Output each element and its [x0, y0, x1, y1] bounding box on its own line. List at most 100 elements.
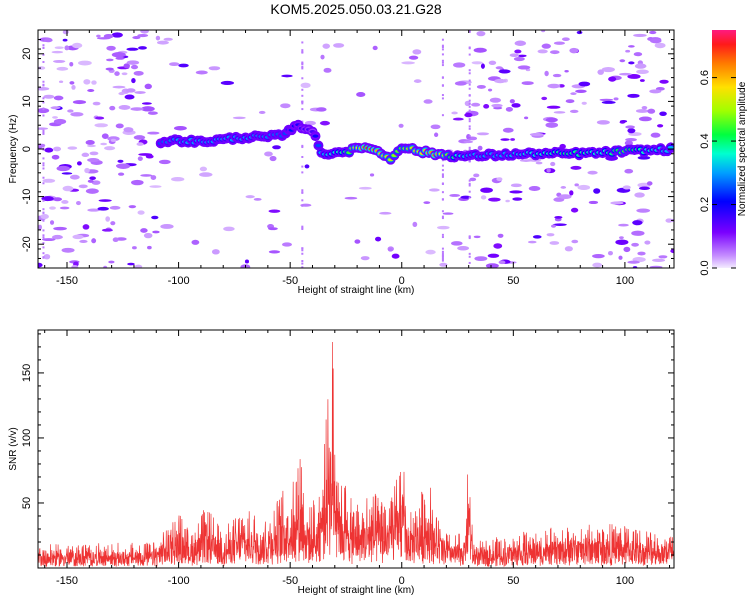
spectrogram-speckle: [577, 184, 591, 191]
spectrogram-speckle: [464, 112, 473, 118]
spectrogram-speckle: [354, 239, 361, 244]
spectrogram-speckle: [517, 65, 531, 70]
spectrogram-speckle: [441, 94, 444, 97]
spectrogram-speckle: [301, 41, 304, 44]
spectrogram-speckle: [441, 250, 444, 253]
spectrogram-speckle: [441, 259, 444, 262]
spectrogram-speckle: [61, 200, 69, 204]
spectrogram-speckle: [468, 94, 471, 97]
spectrogram-speckle: [514, 49, 522, 54]
spectrogram-speckle: [545, 122, 559, 128]
spectrogram-speckle: [636, 208, 651, 213]
spectrogram-speckle: [521, 81, 534, 86]
spectrogram-speckle: [43, 253, 51, 260]
spectrogram-speckle: [619, 59, 626, 63]
spectrogram-speckle: [49, 220, 55, 225]
spectrogram-speckle: [387, 248, 393, 252]
spectrogram-speckle: [631, 230, 645, 236]
spectrogram-speckle: [91, 238, 97, 244]
spectrogram-speckle: [514, 40, 527, 46]
spectrogram-speckle: [110, 221, 116, 226]
spectrogram-speckle: [301, 252, 304, 255]
spectrogram-speckle: [441, 215, 444, 218]
spectrogram-speckle: [42, 101, 45, 104]
spectrogram-speckle: [441, 258, 444, 261]
spectrogram-speckle: [301, 120, 304, 123]
spectrogram-speckle: [624, 140, 633, 146]
spectrogram-speckle: [528, 185, 541, 192]
spectrogram-speckle: [570, 207, 579, 213]
spectrogram-speckle: [301, 225, 304, 228]
spectrogram-speckle: [468, 138, 471, 141]
spectrogram-speckle: [535, 161, 543, 165]
spectrogram-speckle: [553, 41, 565, 45]
spectrogram-speckle: [111, 32, 123, 38]
spectrogram-speckle: [40, 214, 49, 220]
snr-panel: -150 -100 -50 0 50 100 50 100 150 Height of str…: [8, 329, 675, 596]
spectrogram-speckle: [477, 145, 483, 151]
spectrogram-speckle: [659, 79, 669, 84]
spectrogram-speckle: [151, 215, 159, 220]
spectrogram-speckle: [439, 262, 448, 267]
snr-x-tick-label: 0: [399, 575, 405, 587]
spectrogram-speckle: [505, 199, 510, 203]
spectrogram-speckle: [570, 92, 577, 96]
spectrogram-speckle: [304, 120, 316, 126]
spectrogram-y-tick-label: 0: [21, 146, 33, 152]
spectrogram-speckle: [441, 114, 444, 117]
spectrogram-speckle: [505, 106, 513, 112]
spectrogram-speckle: [379, 211, 392, 215]
spectrogram-x-tick-label: 0: [399, 275, 405, 287]
spectrogram-speckle: [622, 185, 631, 190]
spectrogram-speckle: [638, 186, 651, 191]
spectrogram-speckle: [71, 264, 79, 268]
spectrogram-x-axis-label: Height of straight line (km): [298, 285, 415, 296]
spectrogram-marks: [38, 30, 674, 268]
spectrogram-speckle: [468, 235, 471, 238]
snr-series-line: [38, 341, 674, 568]
spectrogram-speckle: [301, 49, 304, 52]
spectrogram-speckle: [42, 219, 45, 222]
spectrogram-y-tick-label: 10: [21, 95, 33, 107]
spectrogram-speckle: [625, 49, 631, 53]
spectrogram-speckle: [510, 138, 515, 141]
spectrogram-speckle: [42, 246, 45, 249]
spectrogram-speckle: [301, 67, 304, 70]
spectrogram-speckle: [101, 133, 109, 139]
spectrogram-speckle: [301, 191, 304, 194]
spectrogram-speckle: [639, 79, 645, 82]
spectrogram-speckle: [319, 120, 330, 126]
spectrogram-speckle: [61, 172, 73, 175]
spectrogram-speckle: [441, 256, 444, 259]
colorbar-tick-label: 0.0: [699, 260, 711, 275]
spectrogram-speckle: [468, 179, 471, 182]
spectrogram-speckle: [91, 80, 97, 85]
spectrogram-speckle: [301, 155, 304, 158]
spectrogram-y-axis-label: Frequency (Hz): [8, 115, 19, 184]
spectrogram-speckle: [76, 201, 81, 206]
spectrogram-speckle: [430, 124, 441, 130]
spectrogram-speckle: [42, 97, 45, 100]
spectrogram-speckle: [592, 262, 603, 268]
spectrogram-speckle: [613, 97, 619, 101]
spectrogram-speckle: [493, 243, 503, 249]
spectrogram-speckle: [511, 103, 521, 108]
spectrogram-speckle: [199, 172, 213, 177]
spectrogram-speckle: [42, 256, 45, 259]
spectrogram-speckle: [449, 193, 461, 197]
spectrogram-speckle: [244, 259, 250, 264]
spectrogram-speckle: [301, 146, 304, 149]
spectrogram-speckle: [38, 127, 49, 130]
spectrogram-speckle: [71, 85, 76, 90]
spectrogram-speckle: [49, 206, 56, 210]
spectrogram-speckle: [468, 252, 471, 255]
spectrogram-speckle: [517, 54, 527, 58]
spectrogram-speckle: [634, 63, 647, 69]
spectrogram-speckle: [468, 53, 471, 56]
spectrogram-x-tick-label: 100: [616, 275, 634, 287]
spectrogram-speckle: [624, 168, 634, 174]
spectrogram-speckle: [441, 173, 444, 176]
spectrogram-speckle: [480, 63, 485, 69]
spectrogram-speckle: [42, 236, 45, 239]
spectrogram-speckle: [619, 119, 628, 123]
